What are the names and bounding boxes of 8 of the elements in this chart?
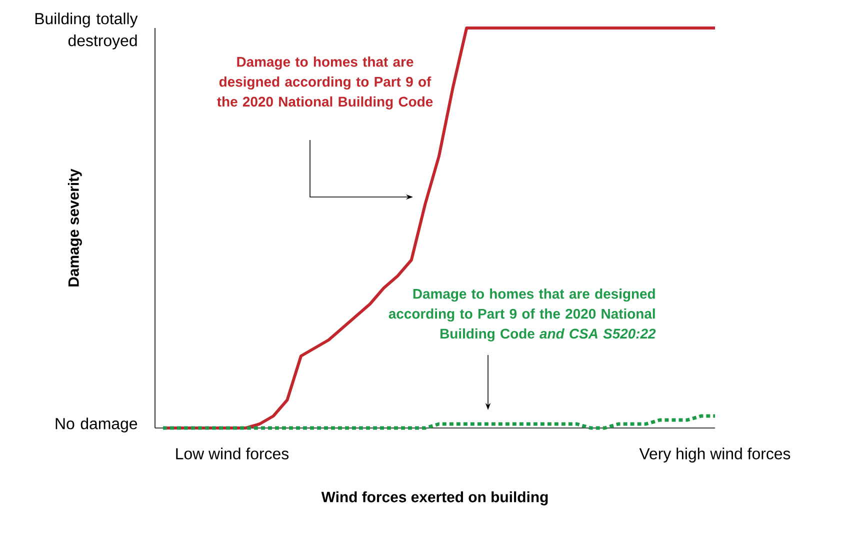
text: Building totally destroyed	[35, 12, 138, 50]
x-axis-title: Wind forces exerted on building	[321, 491, 548, 506]
x-tick-label: Very high wind forces	[639, 448, 790, 463]
annotation: Damage to homes that are designed according to Part 9 of the 2020 National Building Code	[217, 56, 433, 110]
x-tick-label: Low wind forces	[176, 448, 289, 460]
text: No damage	[56, 418, 138, 432]
y-axis-title: Damage severity	[68, 168, 82, 286]
annotation: Damage to homes that are designed according to Part 9 of the 2020 National Building Code and CSA S520:22	[388, 288, 656, 342]
